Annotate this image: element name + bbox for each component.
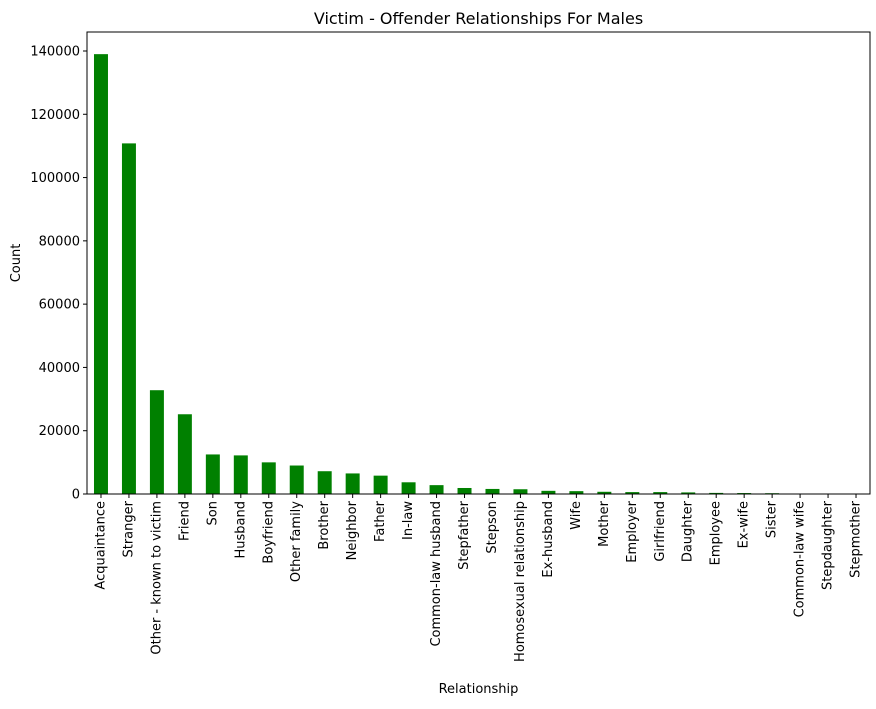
x-tick-label: Girlfriend xyxy=(653,501,668,562)
bar-other-known-to-victim xyxy=(150,390,164,494)
x-tick-label: Wife xyxy=(569,501,584,530)
bar-stepfather xyxy=(458,488,472,494)
y-axis: 0 20000 40000 60000 80000 100000 120000 140000 xyxy=(30,44,87,502)
chart-title: Victim - Offender Relationships For Male… xyxy=(314,9,643,28)
x-tick-label: Employee xyxy=(709,501,724,565)
x-tick-label: Ex-wife xyxy=(737,501,752,548)
x-tick-label: Acquaintance xyxy=(93,501,108,590)
bar-in-law xyxy=(402,482,416,494)
x-tick-label: Other - known to victim xyxy=(149,501,164,655)
x-tick-label: Common-law wife xyxy=(793,501,808,617)
x-tick-label: Son xyxy=(205,501,220,525)
plot-frame xyxy=(87,32,870,494)
bar-stranger xyxy=(122,143,136,494)
x-tick-label: In-law xyxy=(401,501,416,540)
bar-son xyxy=(206,454,220,494)
bar-other-family xyxy=(290,466,304,494)
x-tick-label: Other family xyxy=(289,501,304,582)
x-axis: Acquaintance Stranger Other - known to vic… xyxy=(93,494,863,662)
bar-acquaintance xyxy=(94,54,108,494)
x-tick-label: Neighbor xyxy=(345,500,360,560)
y-tick-label: 80000 xyxy=(39,234,80,249)
y-tick-label: 40000 xyxy=(39,361,80,376)
x-axis-label: Relationship xyxy=(439,682,519,697)
x-tick-label: Husband xyxy=(233,501,248,559)
x-tick-label: Stepfather xyxy=(457,500,472,569)
bar-common-law-husband xyxy=(430,485,444,494)
bar-husband xyxy=(234,455,248,494)
x-tick-label: Homosexual relationship xyxy=(513,501,528,662)
x-tick-label: Boyfriend xyxy=(261,501,276,564)
bar-boyfriend xyxy=(262,462,276,494)
x-tick-label: Ex-husband xyxy=(541,501,556,578)
x-tick-label: Stepson xyxy=(485,501,500,554)
x-tick-label: Common-law husband xyxy=(429,501,444,647)
x-tick-label: Father xyxy=(373,500,388,542)
x-tick-label: Stepdaughter xyxy=(821,500,836,590)
x-tick-label: Friend xyxy=(177,501,192,541)
bar-homosexual-relationship xyxy=(513,489,527,494)
x-tick-label: Stranger xyxy=(121,500,136,557)
bar-friend xyxy=(178,414,192,494)
bars xyxy=(94,54,863,494)
bar-neighbor xyxy=(346,473,360,494)
y-tick-label: 140000 xyxy=(30,44,80,59)
x-tick-label: Daughter xyxy=(681,500,696,562)
x-tick-label: Mother xyxy=(597,500,612,547)
x-tick-label: Sister xyxy=(765,500,780,538)
bar-father xyxy=(374,476,388,494)
x-tick-label: Employer xyxy=(625,500,640,562)
y-tick-label: 20000 xyxy=(39,424,80,439)
y-tick-label: 120000 xyxy=(30,108,80,123)
y-tick-label: 60000 xyxy=(39,298,80,313)
x-tick-label: Brother xyxy=(317,500,332,549)
bar-brother xyxy=(318,471,332,494)
x-tick-label: Stepmother xyxy=(849,500,864,578)
y-axis-label: Count xyxy=(9,244,24,283)
y-tick-label: 0 xyxy=(72,488,80,503)
bar-stepson xyxy=(485,489,499,494)
y-tick-label: 100000 xyxy=(30,171,80,186)
